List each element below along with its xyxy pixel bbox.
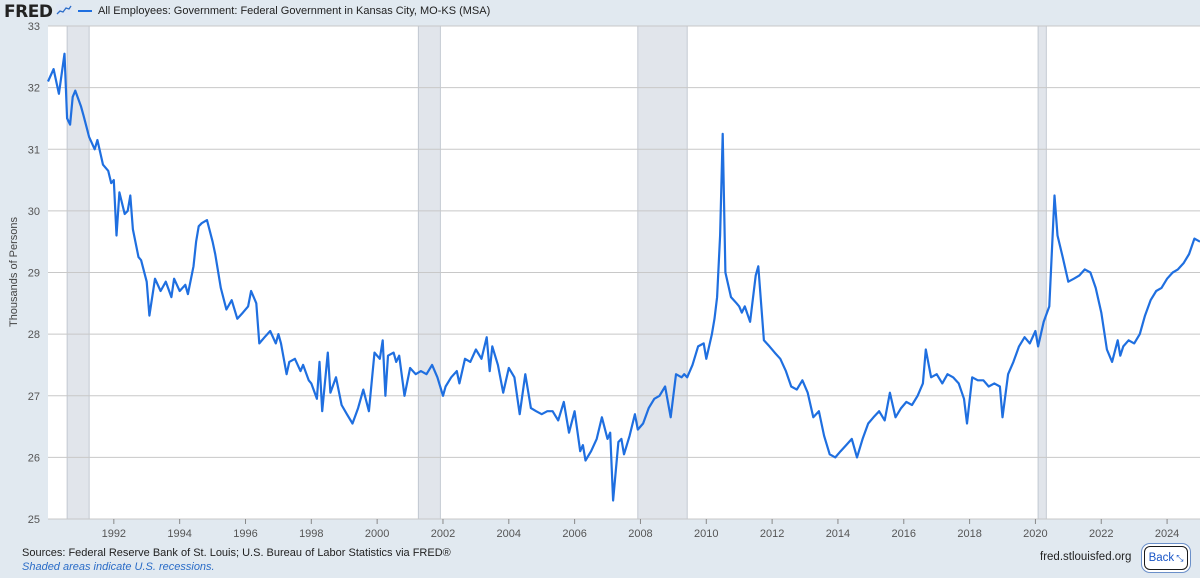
- line-chart[interactable]: 25 26 27 28 29 30 31 32 33 1992 1994 1996 1998 2000 2…: [0, 16, 1200, 540]
- y-tick-label: 29: [28, 268, 40, 280]
- x-axis-ticks: 1992 1994 1996 1998 2000 2002 2004 2006 2008 2010…: [102, 519, 1179, 540]
- y-tick-label: 25: [28, 514, 40, 526]
- x-tick-label: 2018: [957, 528, 981, 540]
- back-button-label: Back: [1148, 552, 1175, 564]
- x-tick-label: 2024: [1155, 528, 1179, 540]
- gridlines: [48, 25, 1200, 520]
- x-tick-label: 1992: [102, 528, 126, 540]
- back-button[interactable]: Back ⤡: [1144, 546, 1188, 570]
- legend-label: All Employees: Government: Federal Gover…: [98, 5, 491, 17]
- x-tick-label: 2020: [1023, 528, 1047, 540]
- sources-text: Sources: Federal Reserve Bank of St. Lou…: [22, 547, 451, 559]
- fred-url-link[interactable]: fred.stlouisfed.org: [1040, 551, 1132, 563]
- x-tick-label: 2006: [562, 528, 586, 540]
- x-tick-label: 1998: [299, 528, 323, 540]
- x-tick-label: 2010: [694, 528, 718, 540]
- y-tick-label: 31: [28, 144, 40, 156]
- x-tick-label: 2004: [497, 528, 521, 540]
- y-axis-label: Thousands of Persons: [8, 216, 20, 327]
- y-tick-label: 27: [28, 391, 40, 403]
- x-tick-label: 1996: [233, 528, 257, 540]
- x-tick-label: 2012: [760, 528, 784, 540]
- x-tick-label: 2014: [826, 528, 850, 540]
- y-tick-label: 30: [28, 206, 40, 218]
- x-tick-label: 2008: [628, 528, 652, 540]
- x-tick-label: 2022: [1089, 528, 1113, 540]
- fred-logo[interactable]: FRED: [4, 2, 53, 22]
- recession-note: Shaded areas indicate U.S. recessions.: [22, 561, 215, 573]
- y-tick-label: 26: [28, 452, 40, 464]
- sparkline-icon: [56, 4, 72, 16]
- x-tick-label: 2016: [892, 528, 916, 540]
- x-tick-label: 2000: [365, 528, 389, 540]
- y-tick-label: 33: [28, 21, 40, 33]
- y-axis-ticks: 25 26 27 28 29 30 31 32 33: [28, 21, 40, 526]
- chart-header: FRED All Employees: Government: Federal …: [0, 0, 1200, 24]
- series-line[interactable]: [46, 52, 1200, 502]
- collapse-icon: ⤡: [1176, 552, 1184, 563]
- y-tick-label: 32: [28, 83, 40, 95]
- x-tick-label: 2002: [431, 528, 455, 540]
- legend-swatch: [78, 10, 92, 12]
- x-tick-label: 1994: [167, 528, 191, 540]
- legend: All Employees: Government: Federal Gover…: [78, 5, 490, 17]
- y-tick-label: 28: [28, 329, 40, 341]
